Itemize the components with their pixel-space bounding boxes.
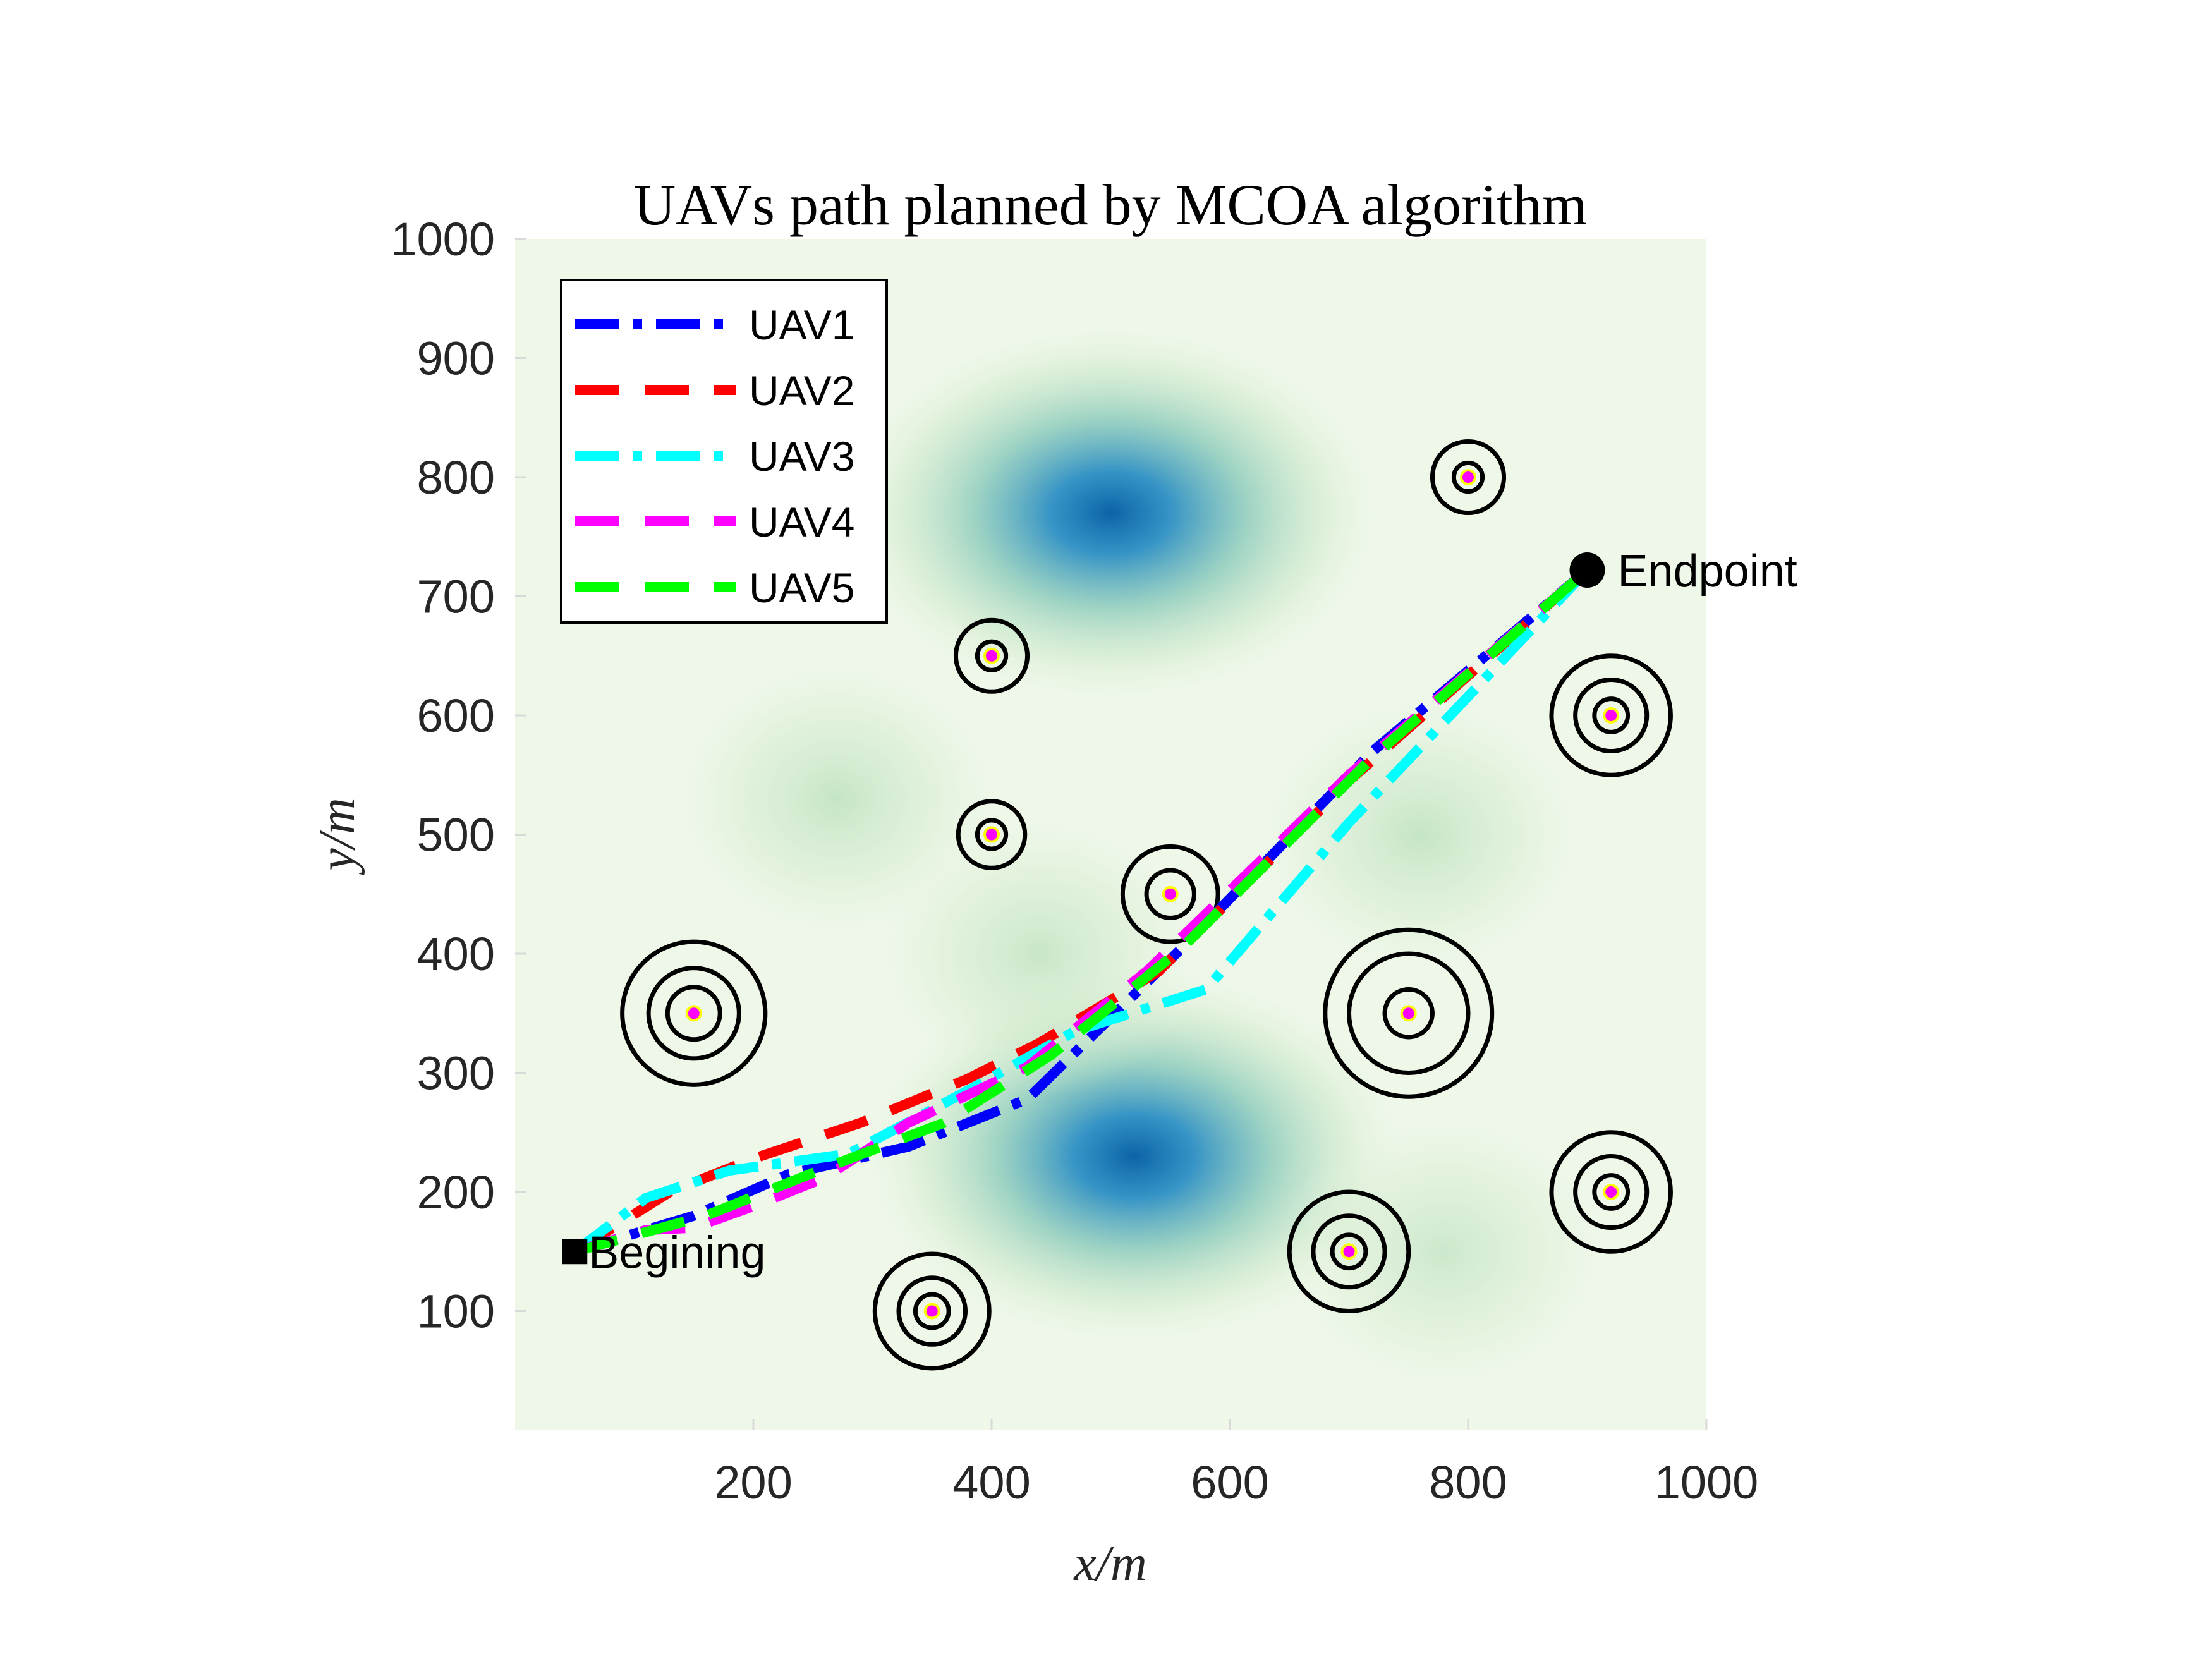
x-axis-label: x/m — [1073, 1536, 1147, 1591]
y-tick-label: 600 — [417, 690, 495, 742]
threat-center — [1605, 710, 1617, 721]
legend-label: UAV5 — [749, 564, 855, 611]
x-tick-label: 800 — [1429, 1456, 1507, 1509]
x-tick-label: 600 — [1191, 1456, 1268, 1509]
plot-area — [515, 239, 1706, 1430]
threat-zone-8 — [1430, 439, 1507, 516]
threat-ring — [1382, 987, 1435, 1040]
start-square — [562, 1239, 588, 1265]
legend: UAV1 UAV2 UAV3 UAV4 UAV5 — [560, 279, 888, 624]
legend-label: UAV1 — [749, 301, 855, 348]
legend-item-uav1: UAV1 — [575, 301, 855, 348]
threat-ring — [1573, 1153, 1650, 1231]
threat-center — [1605, 1186, 1617, 1198]
terrain-layer — [670, 322, 1612, 1395]
threat-ring — [1573, 677, 1650, 754]
threat-ring — [896, 1275, 968, 1347]
x-tick-label: 400 — [952, 1456, 1030, 1509]
threat-ring — [872, 1251, 992, 1371]
threat-zone-1 — [620, 939, 768, 1087]
threat-ring — [975, 639, 1009, 672]
threat-layer — [620, 439, 1673, 1371]
threat-zone-7 — [1287, 1189, 1411, 1313]
y-tick-label: 500 — [417, 809, 495, 861]
path-uav5 — [573, 566, 1591, 1256]
threat-ring — [1592, 696, 1631, 734]
y-tick-label: 100 — [417, 1285, 495, 1338]
y-tick-label: 700 — [417, 571, 495, 623]
threat-ring — [975, 818, 1009, 851]
terrain-peak-1 — [836, 322, 1385, 704]
threat-ring — [956, 799, 1028, 870]
threat-ring — [1323, 927, 1495, 1099]
threat-zone-5 — [1120, 844, 1220, 944]
threat-center — [1402, 1007, 1414, 1019]
threat-center — [1164, 888, 1176, 900]
threat-zone-6 — [1323, 927, 1495, 1099]
y-tick-label: 200 — [417, 1166, 495, 1218]
y-tick-label: 900 — [417, 332, 495, 385]
y-tick-label: 400 — [417, 928, 495, 980]
threat-ring — [1430, 439, 1507, 516]
threat-center — [1343, 1246, 1355, 1258]
threat-center — [986, 829, 997, 841]
threat-zone-10 — [1549, 1130, 1673, 1254]
end-dot — [1569, 552, 1605, 588]
threat-zone-4 — [872, 1251, 992, 1371]
terrain-peak-6 — [1277, 1109, 1612, 1395]
threat-ring — [1549, 653, 1673, 777]
threat-zone-2 — [953, 617, 1030, 694]
axes: 200 400 600 800 1000 100 200 300 400 500 600 700 800… — [391, 213, 1758, 1509]
y-tick-label: 1000 — [391, 213, 495, 265]
threat-center — [986, 650, 997, 662]
threat-ring — [953, 617, 1030, 694]
threat-zone-3 — [956, 799, 1028, 870]
path-layer — [571, 566, 1591, 1256]
threat-ring — [1549, 1130, 1673, 1254]
threat-ring — [1592, 1173, 1631, 1211]
threat-ring — [620, 939, 768, 1087]
terrain-peak-5 — [1253, 691, 1588, 978]
threat-ring — [1144, 868, 1196, 920]
legend-item-uav2: UAV2 — [575, 367, 855, 414]
threat-ring — [1311, 1213, 1387, 1290]
start-label: Begining — [588, 1227, 765, 1278]
legend-label: UAV3 — [749, 433, 855, 480]
chart-title: UAVs path planned by MCOA algorithm — [634, 173, 1588, 237]
threat-zone-9 — [1549, 653, 1673, 777]
threat-ring — [665, 985, 722, 1042]
threat-ring — [1120, 844, 1220, 944]
y-tick-label: 300 — [417, 1047, 495, 1100]
legend-item-uav3: UAV3 — [575, 433, 855, 480]
legend-label: UAV2 — [749, 367, 855, 414]
start-marker: Begining — [562, 1227, 765, 1278]
end-label: Endpoint — [1618, 546, 1797, 597]
legend-item-uav5: UAV5 — [575, 564, 855, 611]
threat-center — [926, 1305, 938, 1317]
x-tick-label: 200 — [714, 1456, 792, 1509]
y-axis-label: y/m — [310, 798, 365, 875]
threat-center — [688, 1007, 700, 1019]
threat-ring — [646, 966, 741, 1061]
legend-item-uav4: UAV4 — [575, 499, 855, 545]
threat-ring — [1330, 1232, 1368, 1271]
threat-ring — [1451, 460, 1485, 494]
end-marker: Endpoint — [1569, 546, 1797, 597]
threat-ring — [1287, 1189, 1411, 1313]
y-tick-label: 800 — [417, 451, 495, 504]
threat-ring — [1347, 951, 1471, 1075]
legend-label: UAV4 — [749, 499, 855, 545]
threat-ring — [913, 1292, 951, 1330]
threat-center — [1462, 471, 1474, 483]
x-tick-label: 1000 — [1655, 1456, 1759, 1509]
